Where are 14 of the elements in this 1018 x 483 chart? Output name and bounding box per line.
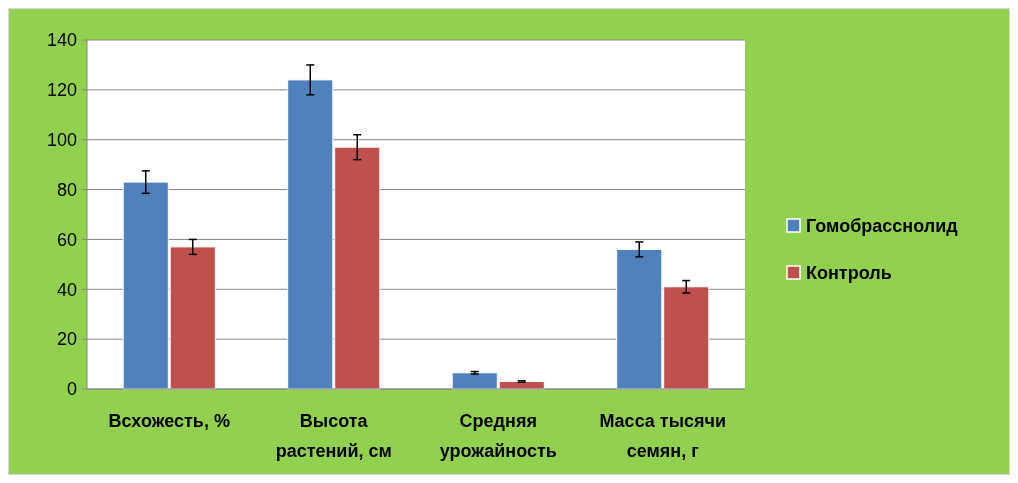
x-tick-label: Всхожесть, %: [108, 411, 230, 431]
y-tick-label: 140: [46, 30, 77, 51]
y-tick-label: 20: [56, 329, 77, 350]
legend-label: Гомобрасснолид: [806, 216, 959, 237]
legend-label: Контроль: [806, 263, 892, 284]
x-tick-label: Средняя урожайность: [439, 411, 557, 461]
y-tick-label: 80: [56, 179, 77, 200]
x-tick-label: Масса тысячи семян, г: [599, 411, 727, 461]
y-tick-label: 60: [56, 229, 77, 250]
y-tick-label: 100: [46, 130, 77, 151]
y-tick-label: 40: [56, 279, 77, 300]
y-tick-label: 0: [66, 379, 77, 400]
x-tick-label: Высота растений, см: [275, 411, 392, 461]
y-tick-label: 120: [46, 80, 77, 101]
